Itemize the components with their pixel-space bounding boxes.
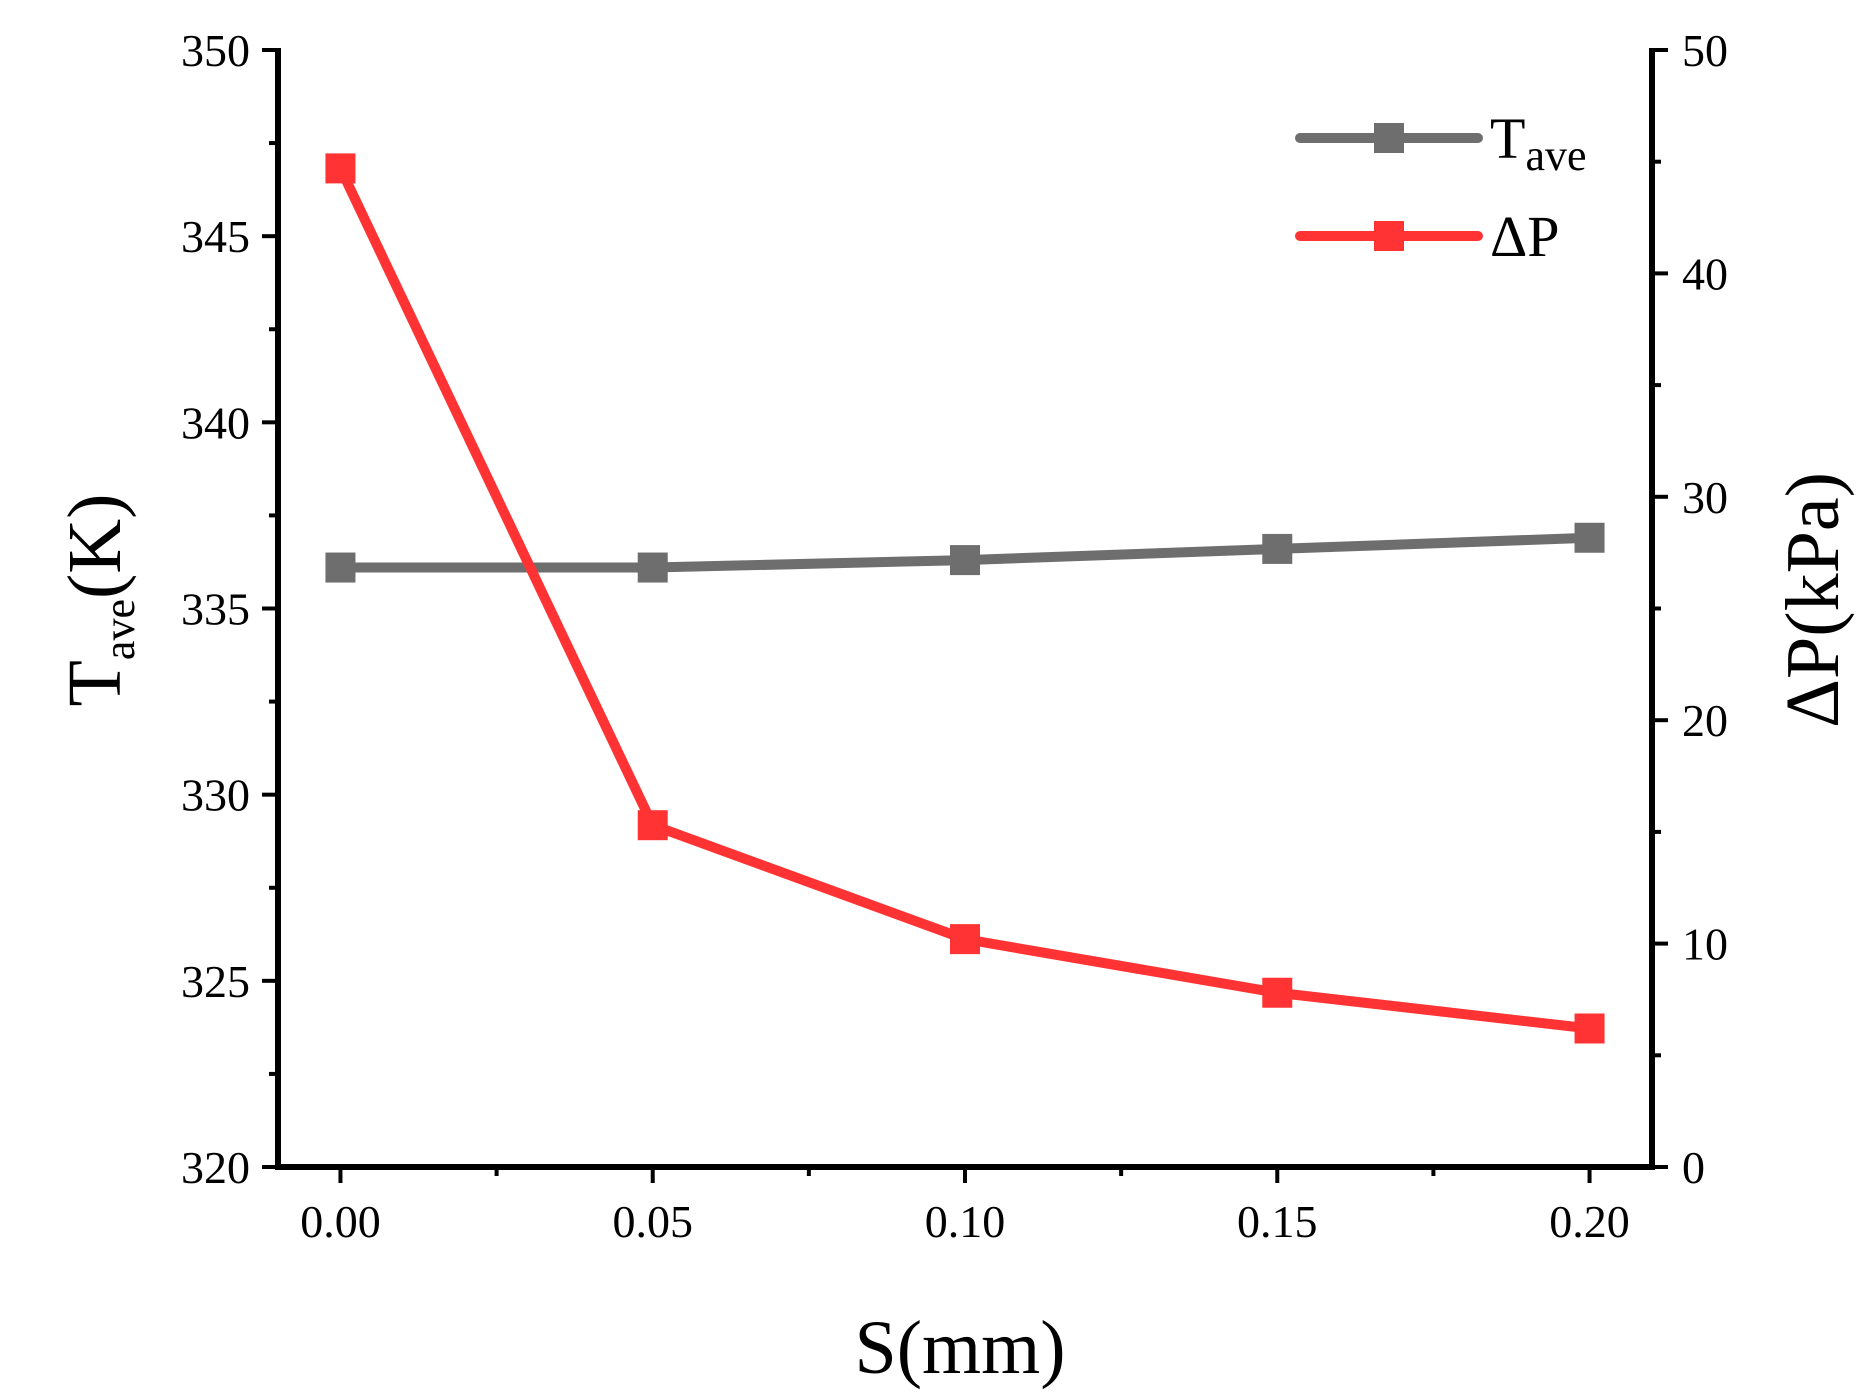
y-left-tick-label: 330 [181, 770, 250, 821]
series-1-point [325, 552, 356, 583]
series-1-point [1574, 522, 1605, 553]
series-2-point [1262, 977, 1293, 1008]
x-tick-label: 0.00 [300, 1196, 381, 1247]
x-tick-label: 0.10 [925, 1196, 1006, 1247]
y-left-axis-title: Tave(K) [53, 493, 144, 706]
y-left-tick-label: 335 [181, 584, 250, 635]
y-left-title-sub: ave [95, 599, 144, 660]
y-left-title-main: T [53, 660, 137, 706]
y-right-tick-label: 20 [1682, 695, 1728, 746]
y-left-tick-label: 345 [181, 211, 250, 262]
y-left-tick-label: 325 [181, 956, 250, 1007]
series-1-point [637, 552, 668, 583]
y-right-tick-label: 10 [1682, 919, 1728, 970]
legend-label-1: Tave [1490, 106, 1587, 180]
series-2-point [1574, 1013, 1605, 1044]
legend-label-sub: ave [1525, 131, 1586, 180]
y-right-tick-label: 30 [1682, 472, 1728, 523]
x-tick-label: 0.20 [1549, 1196, 1630, 1247]
x-tick-label: 0.15 [1237, 1196, 1318, 1247]
series-1-point [950, 545, 980, 576]
series-line-2 [335, 163, 1595, 1034]
axis-ticks: 0.00 0.05 0.10 0.15 0.20 320 325 330 335 340 345 35… [181, 25, 1728, 1247]
legend-marker-2 [1374, 221, 1404, 251]
legend-label-2: ΔP [1490, 204, 1560, 269]
y-left-title-suffix: (K) [53, 493, 137, 599]
series-2-point [325, 153, 356, 184]
y-right-tick-label: 40 [1682, 248, 1728, 299]
x-axis-title: S(mm) [854, 1306, 1065, 1390]
y-right-tick-label: 0 [1682, 1142, 1705, 1193]
svg-text:Tave(K): Tave(K) [53, 493, 144, 706]
y-left-tick-label: 340 [181, 397, 250, 448]
legend: Tave ΔP [1295, 106, 1587, 269]
y-left-tick-label: 350 [181, 25, 250, 76]
series-2-point [950, 924, 980, 955]
svg-text:ΔP(kPa): ΔP(kPa) [1771, 472, 1855, 728]
x-tick-label: 0.05 [612, 1196, 693, 1247]
legend-marker-1 [1374, 123, 1404, 153]
plot-frame [275, 48, 1655, 1170]
y-left-tick-label: 320 [181, 1142, 250, 1193]
y-right-tick-label: 50 [1682, 25, 1728, 76]
series-1-point [1262, 533, 1293, 564]
y-right-axis-title: ΔP(kPa) [1771, 472, 1855, 728]
legend-label-main: T [1490, 106, 1525, 171]
series-2-point [637, 810, 668, 841]
legend-label-main: ΔP [1490, 204, 1560, 269]
series-layer [325, 153, 1605, 1044]
